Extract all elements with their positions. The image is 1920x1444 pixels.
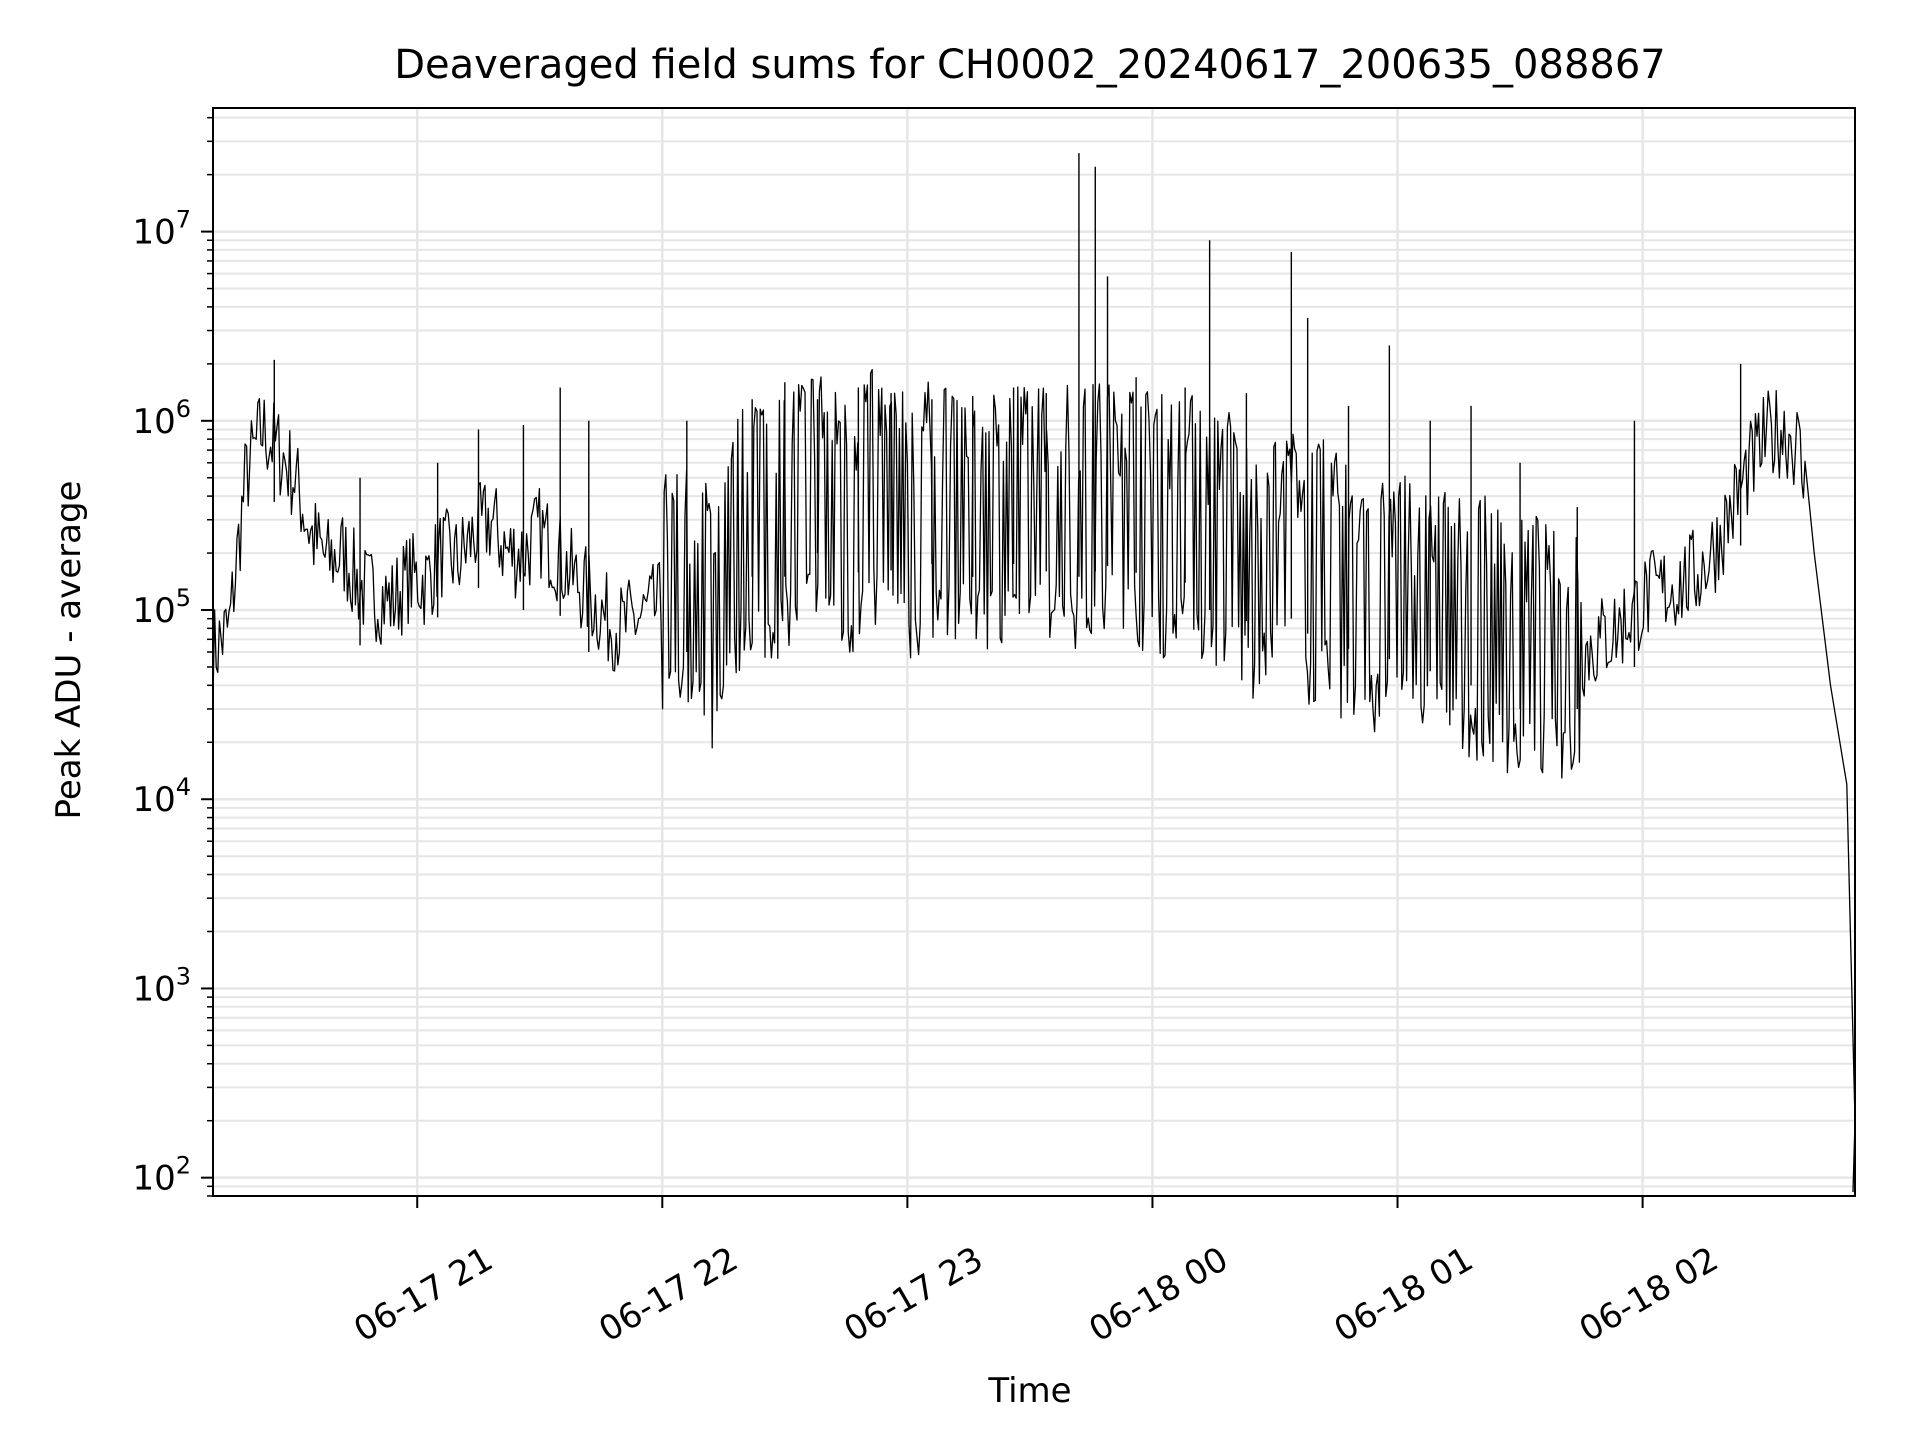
y-tick-exponent: 4 [176, 773, 191, 801]
y-tick-exponent: 5 [176, 584, 191, 612]
y-tick-base: 10 [132, 213, 175, 253]
x-axis-label: Time [987, 1371, 1071, 1411]
y-axis-label: Peak ADU - average [49, 481, 89, 820]
y-tick-base: 10 [132, 591, 175, 631]
y-tick-label: 104 [132, 773, 191, 820]
y-tick-base: 10 [132, 969, 175, 1009]
y-tick-base: 10 [132, 780, 175, 820]
y-tick-label: 105 [132, 584, 191, 631]
y-tick-label: 102 [132, 1152, 191, 1199]
y-tick-label: 106 [132, 395, 191, 442]
y-tick-exponent: 7 [176, 206, 191, 234]
y-tick-base: 10 [132, 402, 175, 442]
y-tick-exponent: 3 [176, 962, 191, 990]
series-line [212, 368, 1856, 1193]
y-tick-exponent: 2 [176, 1152, 191, 1180]
y-tick-label: 103 [132, 962, 191, 1009]
y-tick-label: 107 [132, 206, 191, 253]
chart-title: Deaveraged field sums for CH0002_2024061… [394, 42, 1666, 88]
grid [213, 108, 1855, 1197]
y-tick-base: 10 [132, 1159, 175, 1199]
data-layer [212, 153, 1856, 1193]
y-tick-exponent: 6 [176, 395, 191, 423]
